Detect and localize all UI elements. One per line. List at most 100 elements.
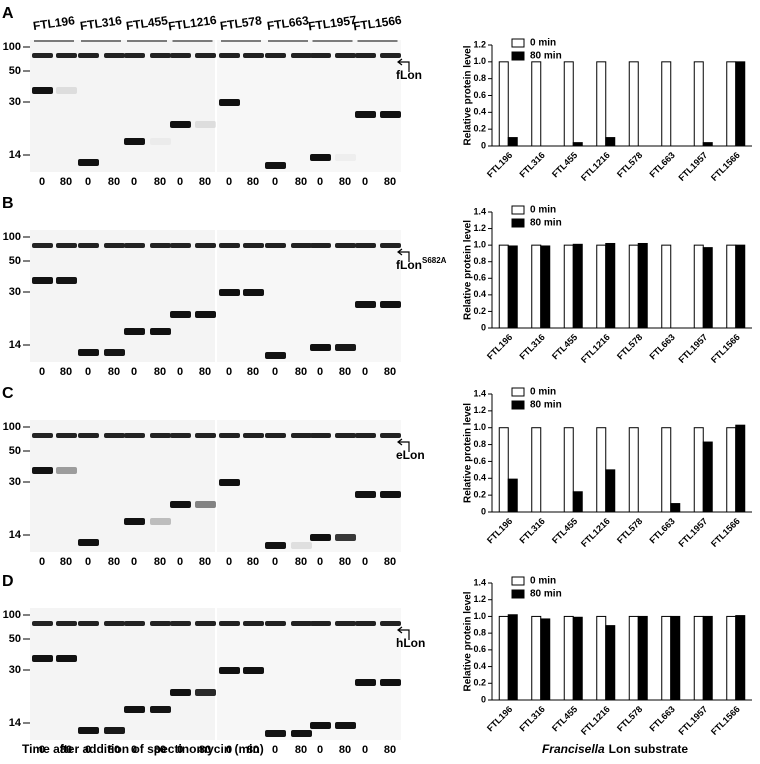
bar: [661, 244, 672, 329]
bar: [670, 615, 681, 701]
substrate-band: [335, 534, 356, 541]
bar: [702, 615, 713, 701]
lane-label: 0: [177, 744, 183, 756]
enzyme-label: hLon: [396, 636, 425, 650]
substrate-band: [124, 706, 145, 713]
y-tick-label: 1.4: [473, 206, 486, 216]
bar: [693, 244, 704, 329]
bar: [693, 615, 704, 701]
lon-band: [380, 53, 401, 58]
mw-label: 50: [9, 633, 21, 645]
lon-band: [265, 53, 286, 58]
lane-label: 80: [154, 744, 166, 756]
substrate-band: [124, 328, 145, 335]
lon-band: [335, 243, 356, 248]
bar: [628, 244, 639, 329]
lane-label: 0: [226, 176, 232, 188]
substrate-band: [291, 730, 312, 737]
lon-band: [170, 621, 191, 626]
lon-band: [310, 53, 331, 58]
y-tick-label: 0.8: [473, 439, 486, 449]
mw-label: 50: [9, 255, 21, 267]
bar: [540, 618, 551, 701]
y-tick-label: 0.6: [473, 273, 486, 283]
bar: [693, 61, 704, 147]
bar: [563, 615, 574, 701]
lon-band: [150, 433, 171, 438]
y-tick-label: 0.2: [473, 124, 486, 134]
lon-band: [265, 433, 286, 438]
x-tick-label: FTL578: [615, 516, 644, 545]
y-tick-label: 0.4: [473, 473, 486, 483]
legend-label: 80 min: [530, 400, 562, 411]
lane-label: 0: [131, 556, 137, 568]
y-tick-label: 0.4: [473, 661, 486, 671]
bar: [498, 427, 509, 513]
substrate-band: [170, 501, 191, 508]
y-tick-label: 0: [481, 694, 486, 704]
legend-swatch: [511, 38, 525, 48]
substrate-band: [265, 352, 286, 359]
mw-label: 100: [3, 41, 21, 53]
lane-label: 0: [39, 176, 45, 188]
substrate-band: [78, 727, 99, 734]
y-tick-label: 1.0: [473, 611, 486, 621]
lon-band: [104, 433, 125, 438]
panel-letter: D: [2, 573, 14, 590]
substrate-band: [150, 138, 171, 145]
substrate-band: [310, 344, 331, 351]
lon-band: [243, 621, 264, 626]
mw-label: 50: [9, 445, 21, 457]
bar: [702, 441, 713, 513]
x-tick-label: FTL196: [485, 516, 514, 545]
lon-band: [219, 621, 240, 626]
lon-band: [124, 621, 145, 626]
legend-swatch: [511, 218, 525, 228]
substrate-band: [78, 539, 99, 546]
legend-swatch: [511, 589, 525, 599]
x-tick-label: FTL1957: [676, 704, 709, 737]
mw-label: 14: [9, 717, 22, 729]
lon-band: [170, 53, 191, 58]
lane-label: 80: [108, 556, 120, 568]
lane-label: 80: [154, 366, 166, 378]
lon-band: [124, 53, 145, 58]
blot-right: [217, 420, 401, 552]
lon-band: [380, 243, 401, 248]
substrate-band: [195, 311, 216, 318]
y-tick-label: 1.2: [473, 223, 486, 233]
substrate-band: [104, 349, 125, 356]
mw-label: 100: [3, 609, 21, 621]
x-tick-label: FTL1566: [709, 150, 742, 183]
substrate-band: [124, 138, 145, 145]
strain-label: FTL196: [32, 13, 76, 33]
x-tick-label: FTL316: [517, 332, 546, 361]
x-tick-label: FTL578: [615, 332, 644, 361]
lane-label: 80: [295, 176, 307, 188]
blot-left: [30, 420, 215, 552]
substrate-band: [310, 154, 331, 161]
y-tick-label: 0: [481, 322, 486, 332]
lon-band: [150, 621, 171, 626]
lon-band: [56, 621, 77, 626]
y-axis-label: Relative protein level: [463, 403, 474, 503]
substrate-band: [355, 679, 376, 686]
lon-band: [124, 433, 145, 438]
enzyme-arrow: [397, 438, 410, 452]
lane-label: 80: [60, 744, 72, 756]
x-tick-label: FTL316: [517, 704, 546, 733]
lane-label: 80: [384, 366, 396, 378]
substrate-band: [32, 655, 53, 662]
lon-band: [56, 243, 77, 248]
x-tick-label: FTL455: [550, 516, 579, 545]
enzyme-arrow: [397, 626, 410, 640]
x-tick-label: FTL663: [647, 516, 676, 545]
panel-letter: B: [2, 195, 14, 212]
chart-x-label: Francisella Lon substrate: [542, 742, 688, 756]
y-tick-label: 0.2: [473, 678, 486, 688]
bar: [507, 137, 518, 147]
lane-label: 80: [384, 744, 396, 756]
lane-label: 80: [154, 556, 166, 568]
strain-label: FTL1216: [167, 13, 217, 34]
lane-label: 0: [272, 176, 278, 188]
